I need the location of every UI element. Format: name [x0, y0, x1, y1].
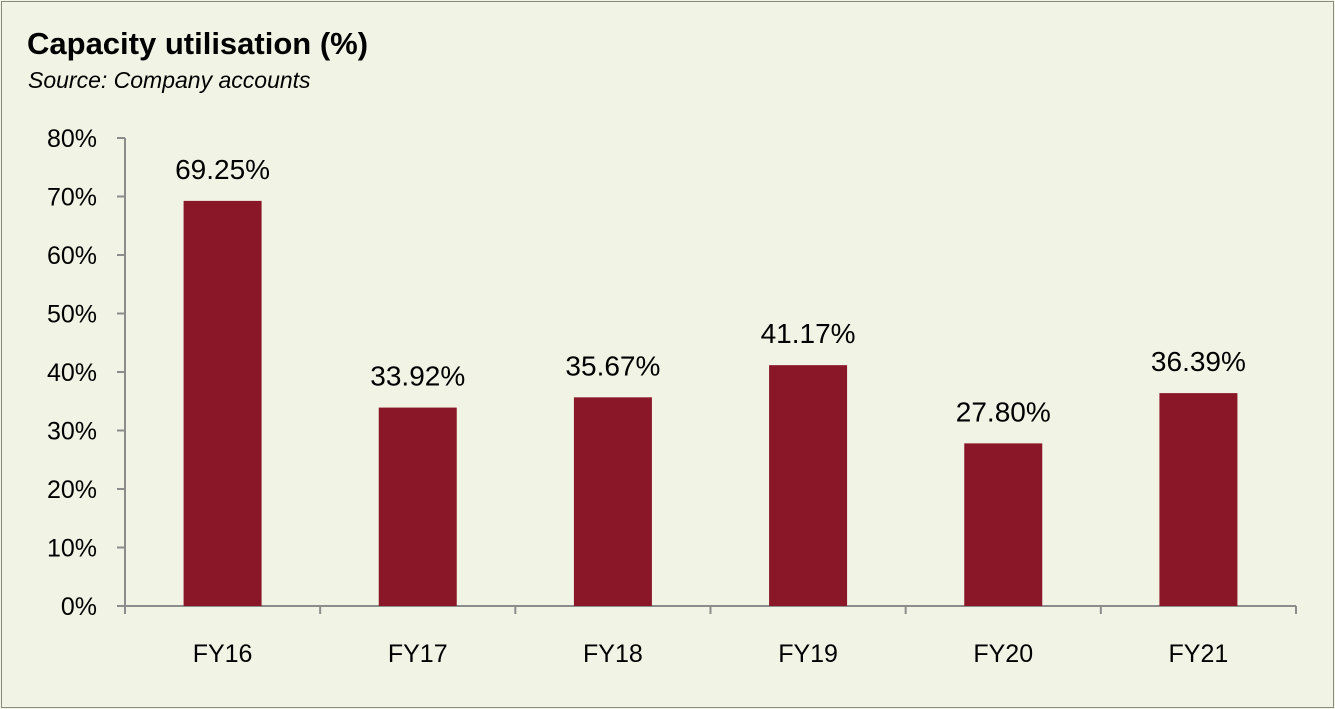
bar-fy21 [1159, 393, 1238, 606]
x-tick-label-fy20: FY20 [973, 640, 1033, 668]
chart-labels: 69.25% FY16 33.92% FY17 35.67% FY18 41.17% FY19… [175, 154, 1246, 668]
y-tick-label: 50% [47, 301, 97, 329]
bar-fy18 [573, 397, 652, 606]
data-label-fy17: 33.92% [370, 361, 465, 392]
chart-title: Capacity utilisation (%) [27, 26, 369, 61]
data-label-fy21: 36.39% [1151, 346, 1246, 377]
bar-fy20 [964, 443, 1043, 606]
y-tick-label: 70% [47, 184, 97, 212]
y-tick-label: 40% [47, 359, 97, 387]
x-tick-label-fy17: FY17 [388, 640, 448, 668]
y-tick-label: 60% [47, 242, 97, 270]
x-tick-label-fy19: FY19 [778, 640, 838, 668]
bar-fy19 [769, 365, 848, 606]
y-tick-label: 10% [47, 535, 97, 563]
y-tick-label: 80% [47, 125, 97, 153]
data-label-fy18: 35.67% [565, 350, 660, 381]
data-label-fy20: 27.80% [956, 396, 1051, 427]
data-label-fy19: 41.17% [761, 318, 856, 349]
data-label-fy16: 69.25% [175, 154, 270, 185]
x-tick-label-fy18: FY18 [583, 640, 643, 668]
x-tick-label-fy16: FY16 [193, 640, 253, 668]
bar-fy16 [183, 200, 262, 606]
chart-bars [183, 200, 1238, 606]
bar-fy17 [378, 407, 457, 606]
chart-axes: 0% 10% 20% 30% 40% 50% 60% 70% 80% [47, 125, 1297, 621]
y-tick-label: 20% [47, 476, 97, 504]
y-tick-label: 30% [47, 418, 97, 446]
x-tick-label-fy21: FY21 [1169, 640, 1229, 668]
y-tick-label: 0% [61, 593, 97, 621]
chart-subtitle: Source: Company accounts [28, 67, 311, 93]
